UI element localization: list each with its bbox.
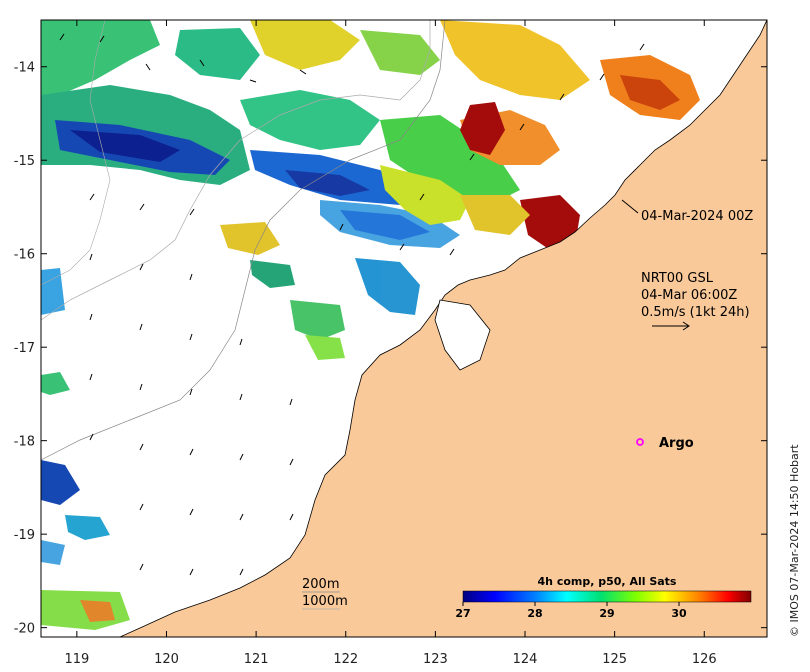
credit-text: © IMOS 07-Mar-2024 14:50 Hobart — [788, 444, 801, 637]
lat-tick-label: -14 — [14, 61, 35, 76]
lon-tick-label: 122 — [333, 652, 358, 667]
lat-tick-label: -20 — [14, 622, 35, 637]
colorbar-tick-label: 30 — [671, 607, 687, 620]
lat-tick-label: -15 — [14, 154, 35, 169]
current-scale-label: 0.5m/s (1kt 24h) — [641, 305, 750, 320]
isobath-1000-label: 1000m — [302, 594, 348, 609]
colorbar-tick-label: 29 — [599, 607, 614, 620]
plot-frame — [40, 19, 768, 638]
sst-time-leader — [621, 199, 639, 214]
argo-label: Argo — [659, 436, 694, 451]
lat-tick-label: -16 — [14, 248, 35, 263]
lon-tick-label: 126 — [692, 652, 717, 667]
lat-tick-label: -19 — [14, 528, 35, 543]
colorbar-title: 4h comp, p50, All Sats — [538, 575, 677, 588]
lon-tick-label: 123 — [423, 652, 448, 667]
sst-time-label: 04-Mar-2024 00Z — [641, 209, 753, 224]
colorbar-tick-label: 27 — [455, 607, 470, 620]
isobath-200 — [41, 20, 446, 461]
isobath-200-label: 200m — [302, 577, 339, 592]
axis-ticks: 119 120 121 122 123 124 125 126 -14 -15 -16 -17 -18 -… — [14, 20, 767, 667]
bay — [434, 299, 491, 371]
lon-tick-label: 125 — [602, 652, 627, 667]
plot-area — [41, 20, 767, 637]
lon-tick-label: 120 — [154, 652, 179, 667]
colorbar — [462, 590, 752, 603]
current-time-label: 04-Mar 06:00Z — [641, 288, 737, 303]
lon-tick-label: 124 — [513, 652, 538, 667]
sst-patches — [41, 20, 700, 630]
lon-tick-label: 121 — [244, 652, 269, 667]
current-vectors — [59, 33, 645, 576]
lon-tick-label: 119 — [64, 652, 89, 667]
colorbar-tick-label: 28 — [527, 607, 542, 620]
current-scale-arrow — [652, 321, 690, 331]
isobath-1000 — [41, 20, 431, 321]
lat-tick-label: -18 — [14, 435, 35, 450]
argo-marker[interactable] — [636, 438, 644, 446]
current-product-label: NRT00 GSL — [641, 271, 714, 286]
colorbar-ticks: 27 28 29 30 — [455, 602, 687, 620]
lat-tick-label: -17 — [14, 341, 35, 356]
